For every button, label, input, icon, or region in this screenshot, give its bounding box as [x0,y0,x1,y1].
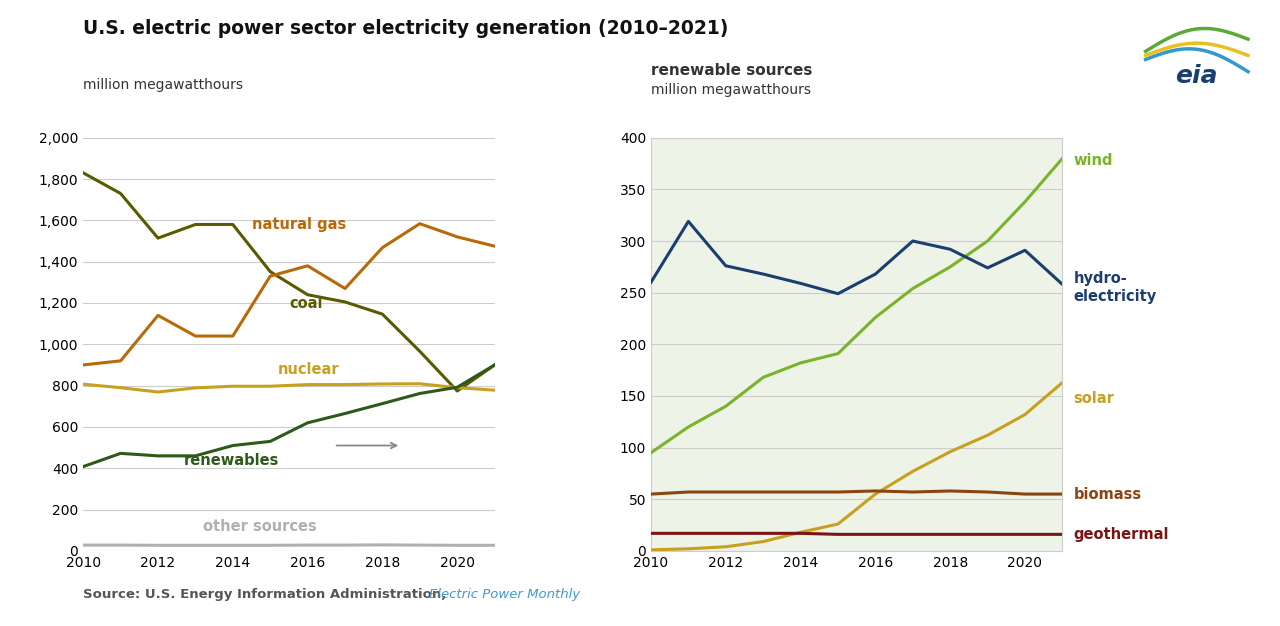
Text: million megawatthours: million megawatthours [652,83,812,97]
Text: solar: solar [1074,391,1115,406]
Text: nuclear: nuclear [278,362,339,377]
Text: eia: eia [1175,64,1219,88]
Text: million megawatthours: million megawatthours [83,78,243,92]
Text: renewable sources: renewable sources [652,63,813,78]
Text: U.S. electric power sector electricity generation (2010–2021): U.S. electric power sector electricity g… [83,19,728,38]
Text: renewables: renewables [184,453,279,468]
Text: Electric Power Monthly: Electric Power Monthly [429,588,580,601]
Text: hydro-
electricity: hydro- electricity [1074,270,1157,304]
Text: other sources: other sources [204,519,316,534]
Text: biomass: biomass [1074,486,1142,501]
Text: natural gas: natural gas [251,217,346,232]
Text: coal: coal [289,296,323,311]
Text: Source: U.S. Energy Information Administration,: Source: U.S. Energy Information Administ… [83,588,452,601]
Text: geothermal: geothermal [1074,527,1169,542]
Text: wind: wind [1074,153,1114,168]
